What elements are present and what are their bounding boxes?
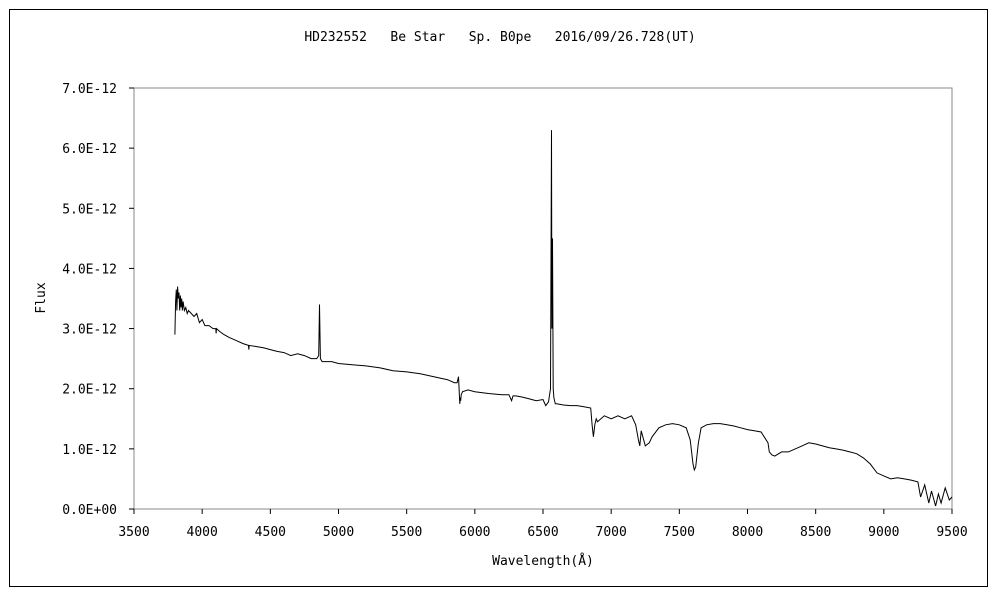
x-tick-label: 8500 bbox=[800, 525, 831, 540]
x-tick-label: 8000 bbox=[732, 525, 763, 540]
x-tick-label: 4000 bbox=[187, 525, 218, 540]
x-tick-label: 7500 bbox=[664, 525, 695, 540]
plot-area bbox=[133, 87, 953, 510]
y-tick-label: 4.0E-12 bbox=[62, 262, 117, 277]
x-axis: 3500 4000 4500 5000 5500 6000 6500 7000 7500 8000… bbox=[118, 509, 968, 540]
x-tick-label: 9500 bbox=[936, 525, 967, 540]
x-tick-label: 5000 bbox=[323, 525, 354, 540]
y-tick-label: 6.0E-12 bbox=[62, 142, 117, 157]
x-tick-label: 3500 bbox=[118, 525, 149, 540]
y-axis: 0.0E+00 1.0E-12 2.0E-12 3.0E-12 4.0E-12 5.0E-… bbox=[62, 82, 134, 518]
spectrum-line bbox=[174, 130, 953, 507]
y-tick-label: 5.0E-12 bbox=[62, 202, 117, 217]
x-tick-label: 5500 bbox=[391, 525, 422, 540]
y-tick-label: 1.0E-12 bbox=[62, 443, 117, 458]
y-tick-label: 0.0E+00 bbox=[62, 503, 117, 518]
y-tick-label: 2.0E-12 bbox=[62, 383, 117, 398]
y-tick-label: 7.0E-12 bbox=[62, 82, 117, 97]
x-tick-label: 6500 bbox=[527, 525, 558, 540]
y-tick-label: 3.0E-12 bbox=[62, 323, 117, 338]
x-tick-label: 6000 bbox=[459, 525, 490, 540]
chart-title: HD232552 Be Star Sp. B0pe 2016/09/26.728… bbox=[304, 30, 695, 45]
x-tick-label: 9000 bbox=[868, 525, 899, 540]
y-axis-label: Flux bbox=[34, 282, 49, 313]
x-tick-label: 7000 bbox=[596, 525, 627, 540]
x-axis-label: Wavelength(Å) bbox=[492, 553, 594, 569]
x-tick-label: 4500 bbox=[255, 525, 286, 540]
